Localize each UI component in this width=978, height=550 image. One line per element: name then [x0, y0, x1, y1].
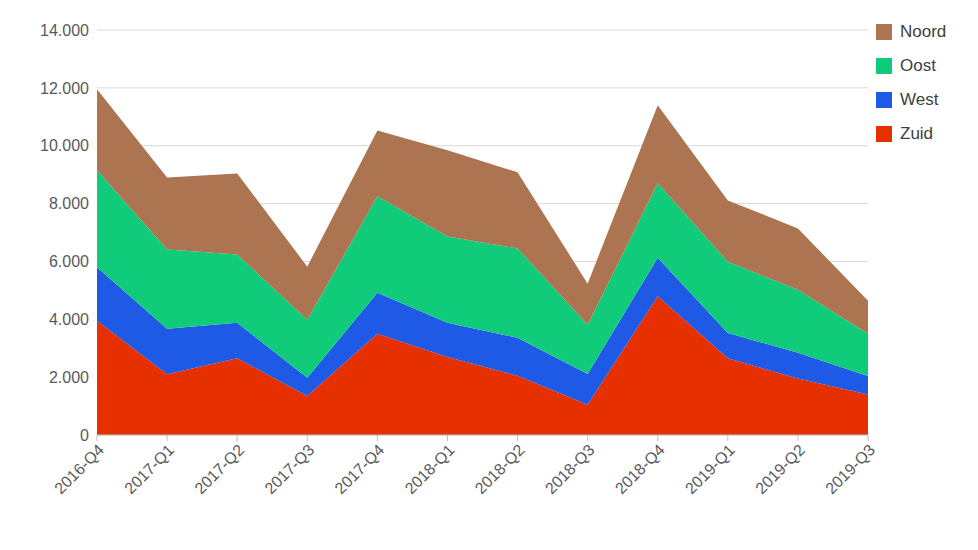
svg-text:2019-Q3: 2019-Q3: [822, 441, 878, 497]
svg-text:2016-Q4: 2016-Q4: [51, 441, 107, 497]
svg-text:10.000: 10.000: [40, 137, 89, 154]
html-text:West: West: [900, 90, 939, 109]
svg-text:2019-Q2: 2019-Q2: [752, 441, 808, 497]
svg-text:2018-Q4: 2018-Q4: [612, 441, 668, 497]
svg-text:8.000: 8.000: [49, 195, 89, 212]
svg-text:2018-Q1: 2018-Q1: [402, 441, 458, 497]
svg-text:2.000: 2.000: [49, 369, 89, 386]
svg-text:2017-Q2: 2017-Q2: [191, 441, 247, 497]
svg-text:6.000: 6.000: [49, 253, 89, 270]
svg-text:12.000: 12.000: [40, 80, 89, 97]
svg-text:2018-Q3: 2018-Q3: [542, 441, 598, 497]
svg-text:2019-Q1: 2019-Q1: [682, 441, 738, 497]
svg-text:4.000: 4.000: [49, 311, 89, 328]
html-text:Oost: Oost: [900, 56, 936, 75]
svg-text:2017-Q3: 2017-Q3: [261, 441, 317, 497]
html-text:Noord: Noord: [900, 22, 947, 41]
svg-text:0: 0: [80, 427, 89, 444]
svg-text:2017-Q1: 2017-Q1: [121, 441, 177, 497]
svg-text:14.000: 14.000: [40, 22, 89, 39]
svg-text:2018-Q2: 2018-Q2: [472, 441, 528, 497]
html-text:Zuid: Zuid: [900, 124, 934, 143]
svg-text:2017-Q4: 2017-Q4: [331, 441, 387, 497]
